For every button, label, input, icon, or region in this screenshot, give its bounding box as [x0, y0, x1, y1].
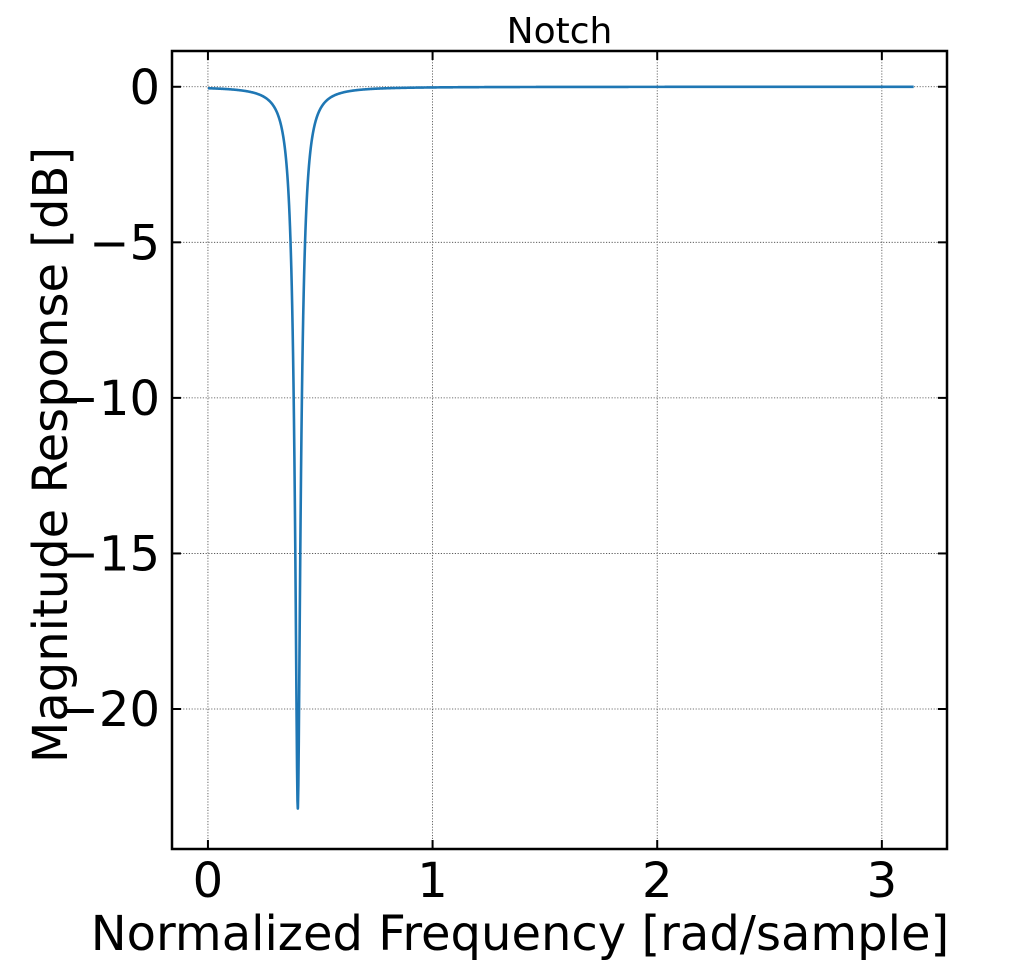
- series-layer: [207, 85, 915, 810]
- chart-title: Notch: [507, 11, 613, 52]
- x-tick-label: 3: [867, 853, 898, 909]
- x-tick-labels: 0 1 2 3: [193, 853, 897, 909]
- y-tick-labels: 0 −5 −10 −15 −20: [59, 60, 160, 738]
- series-line-notch: [207, 85, 915, 810]
- y-tick-label: −15: [59, 526, 160, 582]
- tick-marks: [172, 51, 947, 849]
- x-axis-label: Normalized Frequency [rad/sample]: [91, 906, 949, 962]
- y-axis-label: Magnitude Response [dB]: [23, 147, 79, 763]
- y-tick-label: −20: [59, 682, 160, 738]
- y-tick-label: −5: [89, 215, 160, 271]
- x-tick-label: 2: [642, 853, 673, 909]
- y-tick-label: −10: [59, 371, 160, 427]
- plot-frame: [170, 49, 949, 851]
- y-tick-label: 0: [129, 60, 160, 116]
- x-tick-label: 0: [193, 853, 224, 909]
- x-tick-label: 1: [417, 853, 448, 909]
